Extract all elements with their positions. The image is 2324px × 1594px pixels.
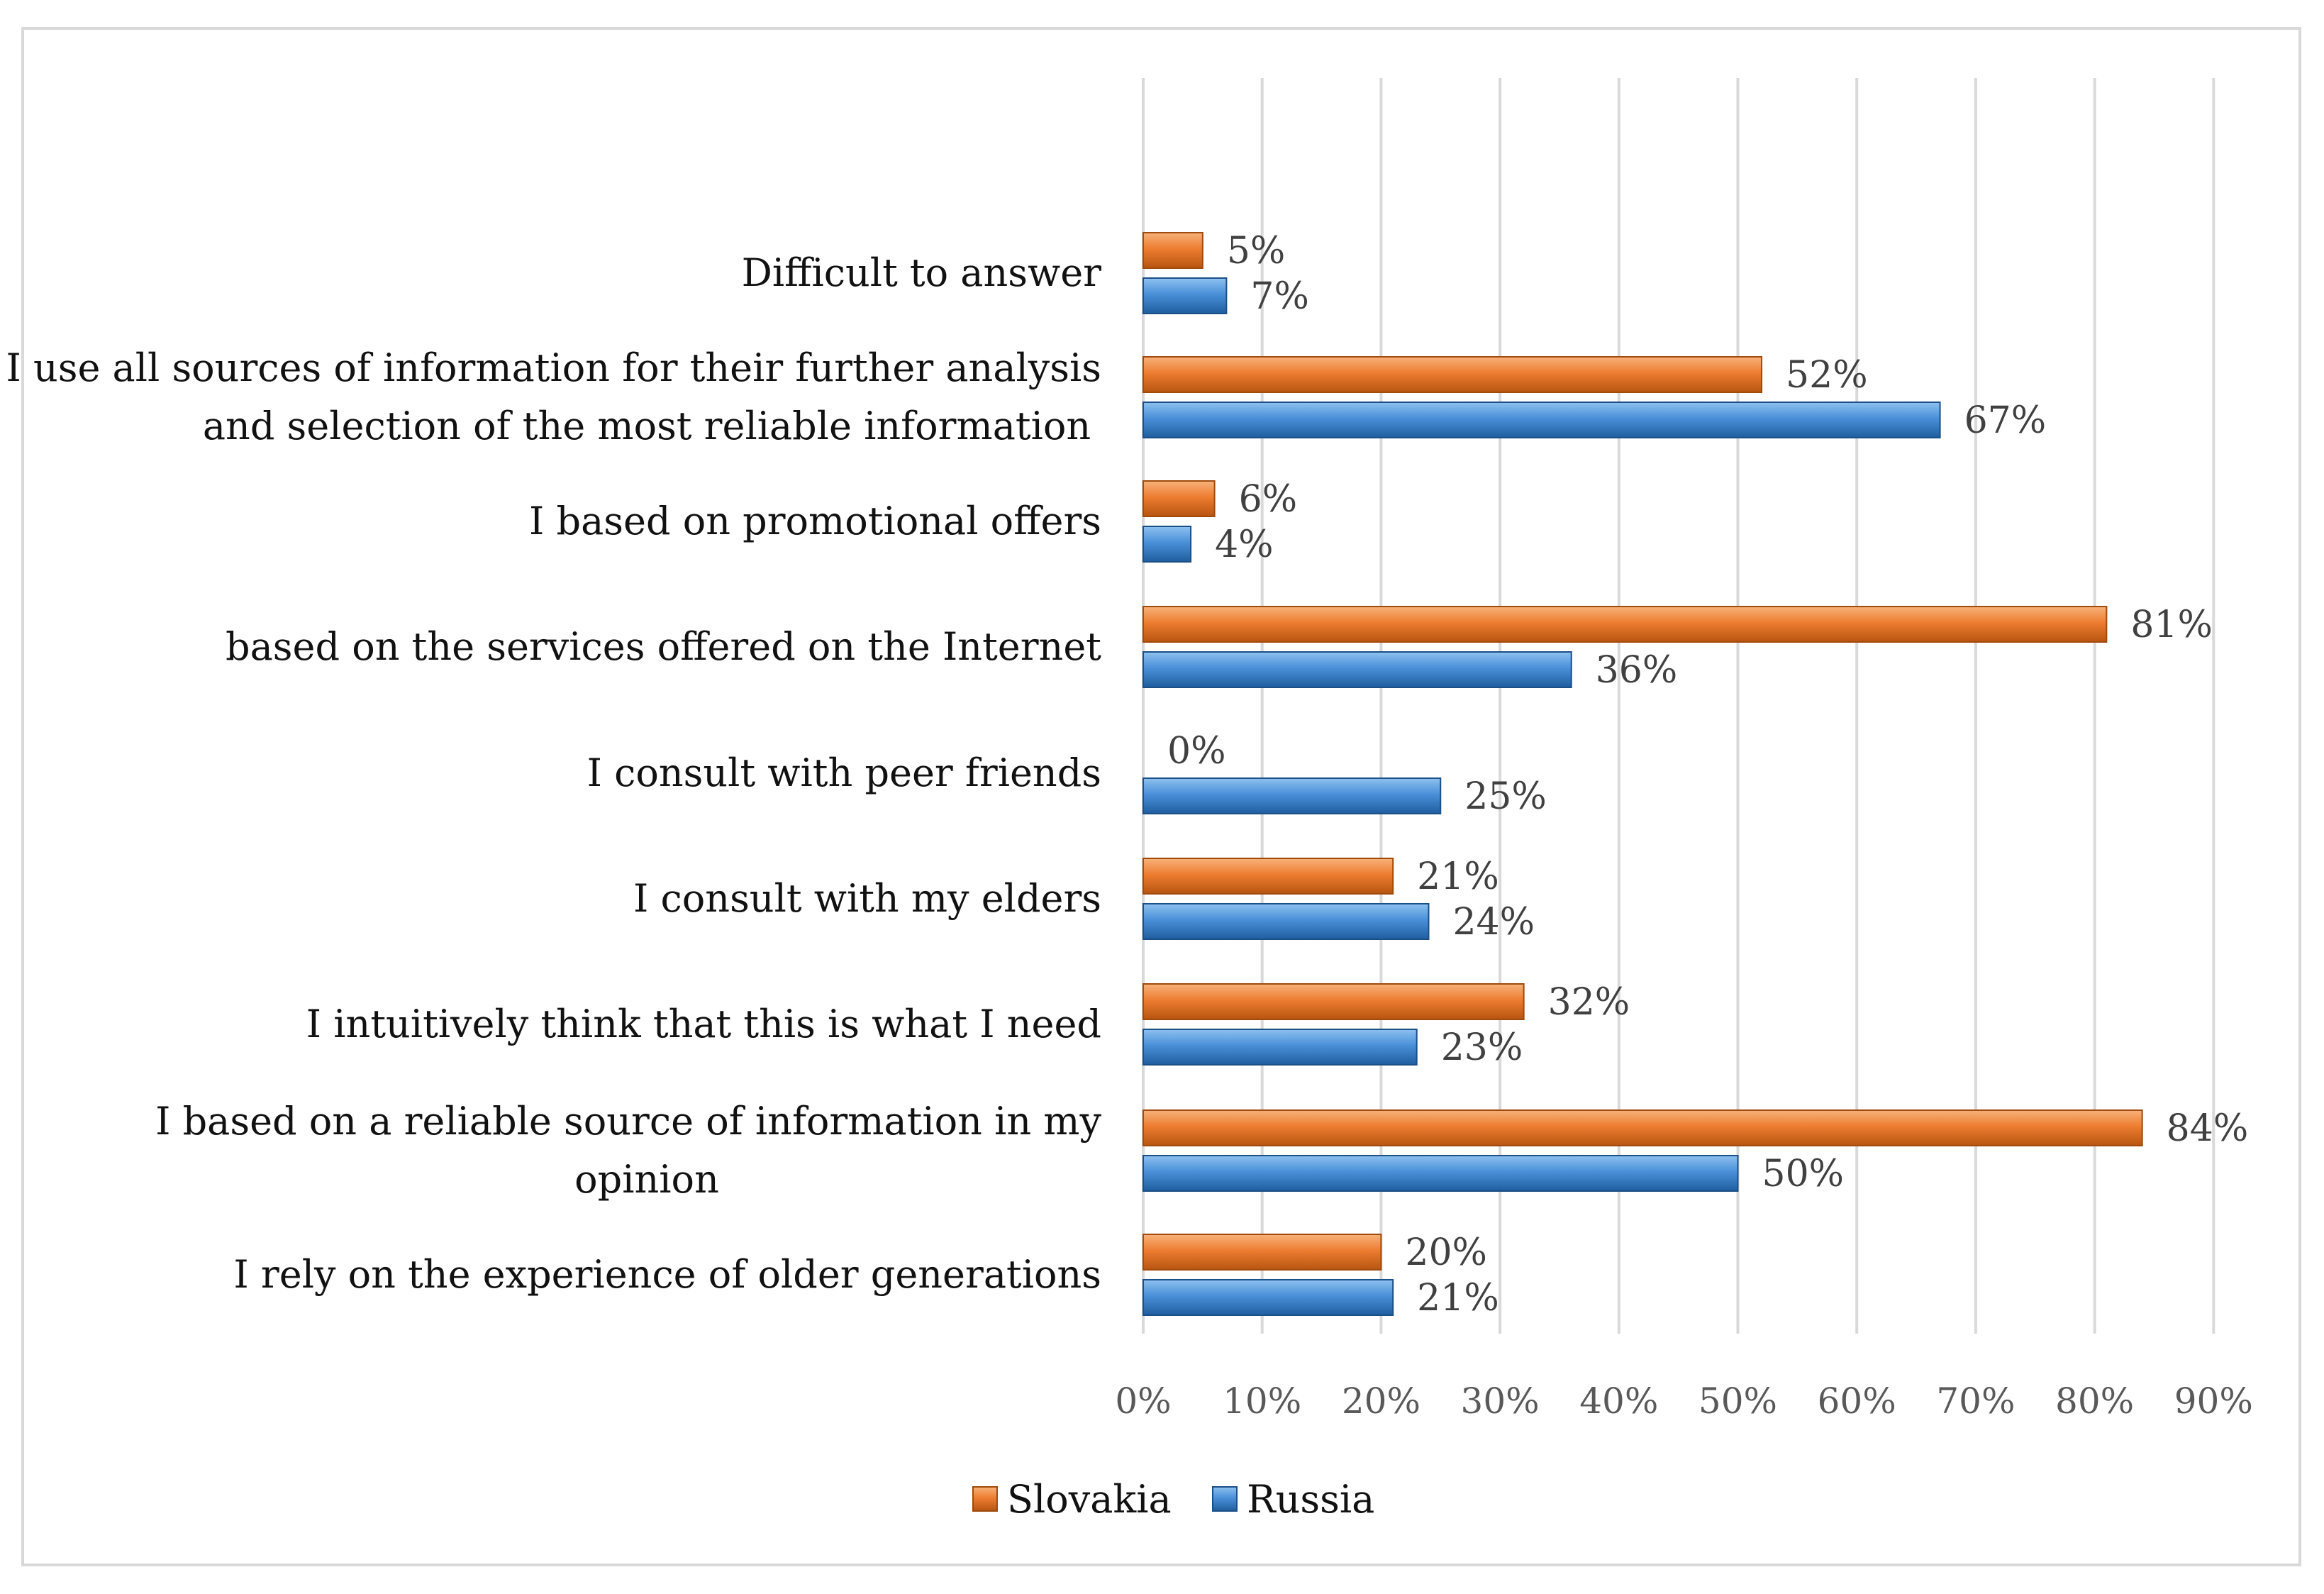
bar-russia — [1142, 1029, 1418, 1066]
data-label-slovakia: 5% — [1227, 230, 1286, 272]
category-label: I consult with my elders — [633, 876, 1101, 921]
x-tick-label: 30% — [1461, 1380, 1540, 1422]
data-label-russia: 36% — [1596, 649, 1678, 692]
category-labels: Difficult to answer I use all sources of … — [6, 250, 1101, 1297]
category-label: I based on a reliable source of informat… — [155, 1099, 1101, 1144]
data-label-russia: 50% — [1762, 1153, 1845, 1195]
x-tick-label: 60% — [1818, 1380, 1896, 1422]
x-tick-label: 40% — [1579, 1380, 1658, 1422]
bar-russia — [1142, 277, 1228, 314]
bar-russia — [1142, 526, 1192, 563]
legend-swatch-russia — [1212, 1486, 1238, 1512]
data-label-russia: 24% — [1452, 901, 1535, 943]
data-label-slovakia: 84% — [2167, 1107, 2249, 1150]
category-label: I based on promotional offers — [529, 499, 1101, 543]
data-label-russia: 23% — [1441, 1026, 1523, 1069]
bar-russia — [1142, 903, 1430, 940]
data-label-russia: 21% — [1417, 1277, 1499, 1319]
x-tick-label: 20% — [1342, 1380, 1420, 1422]
bar-slovakia — [1142, 1234, 1382, 1271]
data-label-slovakia: 32% — [1548, 981, 1630, 1024]
legend-label-russia: Russia — [1247, 1477, 1374, 1522]
bar-slovakia — [1142, 356, 1763, 393]
bars — [1142, 232, 2143, 1316]
legend-swatch-slovakia — [972, 1486, 998, 1512]
data-label-slovakia: 21% — [1417, 856, 1499, 898]
data-label-slovakia: 81% — [2130, 604, 2213, 646]
data-label-russia: 67% — [1964, 399, 2047, 442]
category-label: opinion — [574, 1157, 719, 1202]
category-label: and selection of the most reliable infor… — [203, 404, 1091, 448]
x-tick-labels: 0% 10% 20% 30% 40% 50% 60% 70% 80% 90% — [1115, 1380, 2253, 1422]
x-tick-label: 90% — [2174, 1380, 2253, 1422]
bar-slovakia — [1142, 1109, 2143, 1146]
legend-label-slovakia: Slovakia — [1007, 1477, 1172, 1522]
bar-slovakia — [1142, 983, 1525, 1020]
bar-russia — [1142, 1155, 1739, 1192]
data-labels: 5% 52% 6% 81% 0% 21% 32% 84% 20% 7% 67% 4% 36% 25% 24%… — [1167, 230, 2248, 1319]
bar-russia — [1142, 777, 1442, 814]
bar-slovakia — [1142, 232, 1203, 269]
bar-slovakia — [1142, 480, 1216, 517]
bar-russia — [1142, 1279, 1394, 1316]
data-label-slovakia: 52% — [1786, 354, 1868, 397]
x-tick-label: 70% — [1936, 1380, 2015, 1422]
data-label-russia: 25% — [1464, 775, 1547, 818]
category-label: I intuitively think that this is what I … — [306, 1002, 1101, 1046]
category-label: I rely on the experience of older genera… — [233, 1252, 1101, 1297]
data-label-russia: 7% — [1250, 275, 1309, 318]
data-label-slovakia: 0% — [1167, 730, 1226, 773]
category-label: I consult with peer friends — [587, 751, 1101, 795]
bar-russia — [1142, 651, 1572, 688]
data-label-russia: 4% — [1215, 524, 1274, 566]
x-tick-label: 50% — [1698, 1380, 1777, 1422]
x-tick-label: 0% — [1115, 1380, 1171, 1422]
legend: Slovakia Russia — [972, 1477, 1374, 1522]
bar-slovakia — [1142, 606, 2108, 643]
bar-russia — [1142, 402, 1941, 438]
category-label: I use all sources of information for the… — [6, 345, 1101, 390]
category-label: based on the services offered on the Int… — [226, 624, 1101, 669]
bar-slovakia — [1142, 858, 1394, 895]
data-label-slovakia: 20% — [1405, 1232, 1487, 1274]
x-tick-label: 10% — [1223, 1380, 1301, 1422]
x-tick-label: 80% — [2055, 1380, 2134, 1422]
data-label-slovakia: 6% — [1239, 478, 1298, 521]
category-label: Difficult to answer — [742, 250, 1102, 295]
